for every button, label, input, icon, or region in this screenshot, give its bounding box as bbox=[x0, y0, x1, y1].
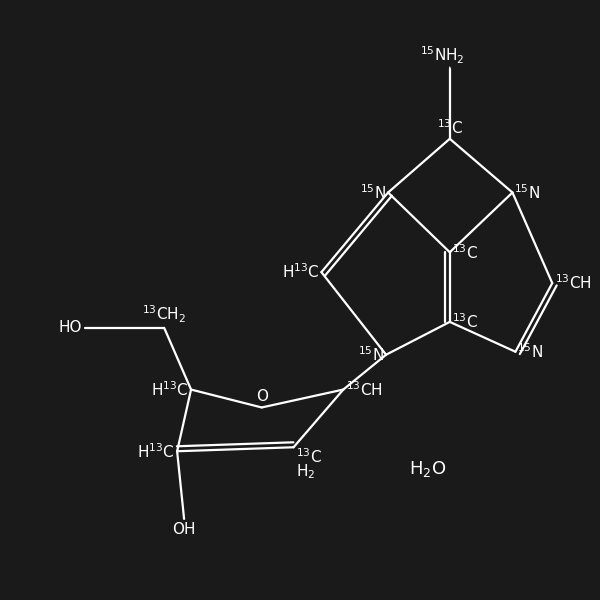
Text: O: O bbox=[256, 389, 268, 404]
Text: $^{15}$N: $^{15}$N bbox=[514, 183, 541, 202]
Text: OH: OH bbox=[172, 522, 196, 537]
Text: $^{13}$C: $^{13}$C bbox=[296, 447, 322, 466]
Text: $^{15}$N: $^{15}$N bbox=[358, 346, 384, 364]
Text: H$^{13}$C: H$^{13}$C bbox=[151, 380, 188, 399]
Text: $^{13}$C: $^{13}$C bbox=[437, 118, 463, 137]
Text: H$_2$O: H$_2$O bbox=[409, 459, 446, 479]
Text: H$^{13}$C: H$^{13}$C bbox=[137, 442, 174, 461]
Text: $^{15}$N: $^{15}$N bbox=[360, 183, 386, 202]
Text: $^{13}$C: $^{13}$C bbox=[452, 243, 478, 262]
Text: $^{15}$N: $^{15}$N bbox=[517, 343, 544, 361]
Text: HO: HO bbox=[58, 320, 82, 335]
Text: $^{13}$CH: $^{13}$CH bbox=[555, 274, 592, 292]
Text: $^{15}$NH$_2$: $^{15}$NH$_2$ bbox=[419, 45, 464, 66]
Text: H$^{13}$C: H$^{13}$C bbox=[282, 263, 319, 281]
Text: $^{13}$CH$_2$: $^{13}$CH$_2$ bbox=[142, 304, 186, 325]
Text: $^{13}$CH: $^{13}$CH bbox=[346, 380, 383, 399]
Text: H$_2$: H$_2$ bbox=[296, 462, 315, 481]
Text: $^{13}$C: $^{13}$C bbox=[452, 313, 478, 331]
